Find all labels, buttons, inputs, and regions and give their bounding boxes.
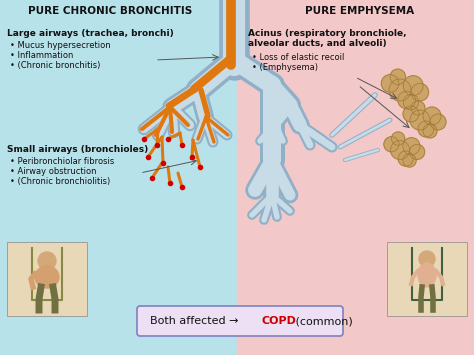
Text: PURE CHRONIC BRONCHITIS: PURE CHRONIC BRONCHITIS [28,6,192,16]
Text: • (Chronic bronchiolitis): • (Chronic bronchiolitis) [10,177,110,186]
FancyBboxPatch shape [387,242,467,316]
Circle shape [38,252,56,270]
Text: • Mucus hypersecretion: • Mucus hypersecretion [10,41,110,50]
Circle shape [381,75,399,92]
Circle shape [403,76,423,95]
Text: Both affected →: Both affected → [150,316,242,326]
Circle shape [389,79,411,101]
Ellipse shape [35,266,59,288]
Circle shape [398,151,413,166]
Circle shape [398,91,415,109]
Ellipse shape [418,263,436,287]
Circle shape [411,83,428,101]
Circle shape [423,124,437,138]
Text: (common): (common) [292,316,353,326]
Circle shape [423,107,441,125]
Circle shape [403,106,419,122]
Circle shape [411,101,425,115]
Circle shape [403,138,420,155]
Circle shape [384,137,399,152]
Text: • Airway obstruction: • Airway obstruction [10,167,97,176]
Circle shape [403,94,419,110]
Circle shape [410,110,430,130]
Circle shape [391,141,410,159]
Circle shape [418,121,434,137]
FancyBboxPatch shape [137,306,343,336]
Bar [0,0,237,355]
Text: • Inflammation: • Inflammation [10,51,73,60]
Text: Large airways (trachea, bronchi): Large airways (trachea, bronchi) [7,29,174,38]
Circle shape [403,154,416,167]
Circle shape [430,114,446,130]
Text: • (Emphysema): • (Emphysema) [252,63,318,72]
Text: • Peribronchiolar fibrosis: • Peribronchiolar fibrosis [10,157,114,166]
Text: COPD: COPD [262,316,297,326]
Text: • (Chronic bronchitis): • (Chronic bronchitis) [10,61,100,70]
Text: Small airways (bronchioles): Small airways (bronchioles) [7,145,148,154]
Circle shape [392,132,405,145]
Text: PURE EMPHYSEMA: PURE EMPHYSEMA [305,6,415,16]
Circle shape [410,144,425,159]
FancyBboxPatch shape [7,242,87,316]
Circle shape [419,251,435,267]
Bar [237,0,474,355]
Text: Acinus (respiratory bronchiole,
alveolar ducts, and alveoli): Acinus (respiratory bronchiole, alveolar… [248,29,407,48]
Text: • Loss of elastic recoil: • Loss of elastic recoil [252,53,345,62]
Circle shape [390,69,405,84]
